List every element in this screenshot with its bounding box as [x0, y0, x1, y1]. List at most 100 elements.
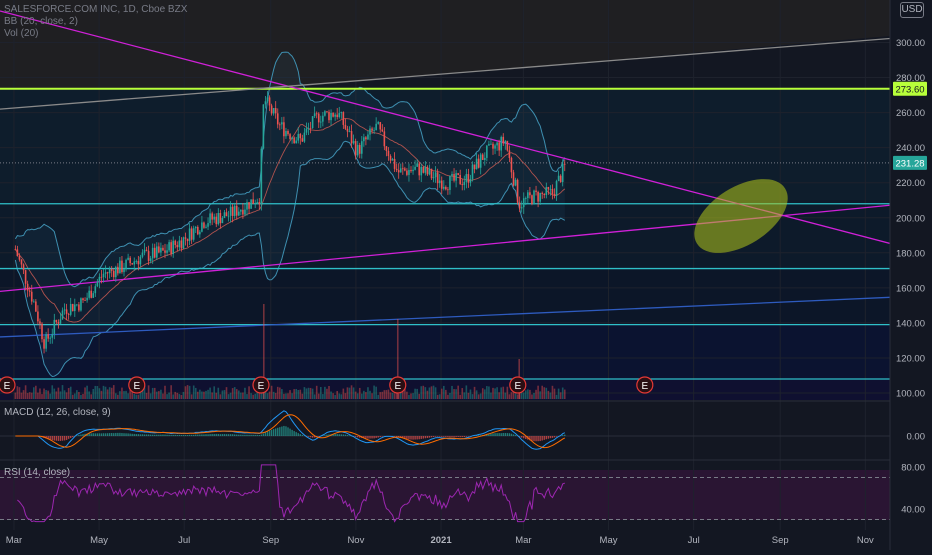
candle-body	[472, 164, 474, 178]
candle-body	[244, 210, 246, 215]
candle-body	[550, 189, 552, 190]
volume-bar	[410, 394, 412, 399]
symbol-title[interactable]: SALESFORCE.COM INC, 1D, Cboe BZX	[4, 4, 187, 16]
candle-body	[330, 113, 332, 120]
volume-bar	[51, 385, 53, 399]
candle-body	[355, 141, 357, 155]
candle-body	[31, 292, 33, 302]
volume-bar	[392, 393, 394, 399]
volume-bar	[293, 389, 295, 399]
candle-body	[49, 338, 51, 339]
candle-body	[183, 237, 185, 248]
macd-histogram-bar	[125, 433, 126, 436]
volume-bar	[369, 391, 371, 399]
volume-bar	[271, 386, 273, 399]
volume-bar	[511, 392, 513, 399]
macd-histogram-bar	[441, 436, 442, 437]
macd-histogram-bar	[296, 432, 297, 436]
volume-bar	[45, 390, 47, 399]
volume-bar	[172, 394, 174, 399]
candle-body	[365, 137, 367, 139]
bb-legend[interactable]: BB (20, close, 2)	[4, 16, 187, 28]
y-tick-label: 300.00	[896, 38, 925, 49]
candle-body	[256, 202, 258, 204]
volume-bar	[386, 390, 388, 399]
volume-bar	[19, 387, 21, 399]
macd-histogram-bar	[337, 434, 338, 436]
volume-bar	[453, 389, 455, 399]
volume-bar	[275, 393, 277, 399]
volume-bar	[418, 394, 420, 399]
candle-body	[133, 261, 135, 264]
macd-histogram-bar	[349, 435, 350, 436]
candle-body	[125, 260, 127, 269]
candle-body	[332, 113, 334, 117]
macd-histogram-bar	[437, 436, 438, 437]
candle-body	[23, 264, 25, 270]
candle-body	[72, 304, 74, 311]
macd-legend[interactable]: MACD (12, 26, close, 9)	[4, 407, 111, 418]
volume-bar	[343, 389, 345, 399]
volume-bar	[466, 385, 468, 399]
macd-histogram-bar	[431, 436, 432, 437]
candle-body	[242, 210, 244, 215]
candle-body	[45, 334, 47, 348]
volume-bar	[505, 393, 507, 399]
candle-body	[64, 309, 66, 310]
volume-bar	[338, 394, 340, 399]
volume-bar	[177, 393, 179, 399]
macd-histogram-bar	[70, 436, 71, 438]
macd-histogram-bar	[410, 436, 411, 440]
macd-histogram-bar	[427, 436, 428, 438]
rsi-legend[interactable]: RSI (14, close)	[4, 467, 70, 478]
candle-body	[398, 170, 400, 172]
candle-body	[88, 291, 90, 298]
volume-bar	[193, 386, 195, 399]
candle-body	[261, 149, 263, 205]
volume-bar	[412, 393, 414, 399]
candle-body	[41, 324, 43, 339]
volume-bar	[496, 387, 498, 399]
candle-body	[451, 174, 453, 176]
candle-body	[136, 261, 138, 262]
macd-histogram-bar	[271, 430, 272, 436]
volume-bar	[21, 393, 23, 399]
candle-body	[207, 223, 209, 227]
volume-bar	[507, 387, 509, 399]
candle-body	[76, 304, 78, 305]
volume-bar	[105, 387, 107, 399]
macd-histogram-bar	[226, 434, 227, 436]
volume-bar	[523, 393, 525, 399]
macd-histogram-bar	[263, 433, 264, 436]
candle-body	[377, 122, 379, 124]
macd-histogram-bar	[103, 433, 104, 436]
candle-body	[326, 111, 328, 112]
volume-bar	[384, 390, 386, 399]
volume-bar	[133, 394, 135, 399]
candle-body	[457, 173, 459, 175]
volume-bar	[226, 387, 228, 399]
volume-bar	[199, 390, 201, 399]
candle-body	[271, 105, 273, 113]
macd-histogram-bar	[367, 436, 368, 439]
candle-body	[488, 144, 490, 146]
volume-bar	[541, 386, 543, 399]
volume-bar	[359, 388, 361, 399]
macd-histogram-bar	[78, 435, 79, 436]
currency-badge[interactable]: USD	[900, 2, 924, 18]
candle-body	[412, 170, 414, 171]
candle-body	[443, 187, 445, 189]
macd-histogram-bar	[435, 436, 436, 437]
candle-body	[33, 302, 35, 303]
macd-histogram-bar	[312, 436, 313, 438]
volume-bar	[78, 392, 80, 399]
candle-body	[306, 129, 308, 133]
macd-histogram-bar	[246, 435, 247, 436]
macd-histogram-bar	[269, 431, 270, 436]
vol-legend[interactable]: Vol (20)	[4, 28, 187, 40]
candle-body	[156, 246, 158, 257]
volume-bar	[345, 393, 347, 399]
volume-bar	[550, 393, 552, 399]
candle-body	[423, 167, 425, 173]
